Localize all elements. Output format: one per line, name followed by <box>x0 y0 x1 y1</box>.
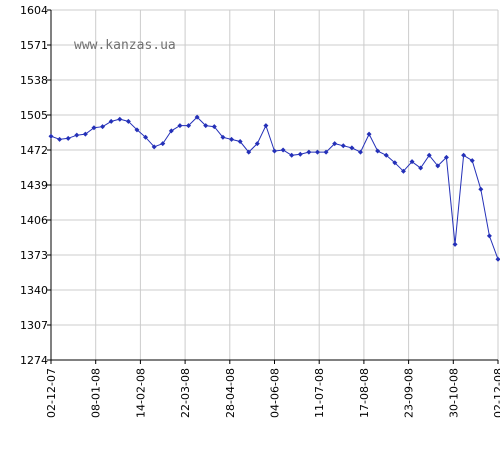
data-point <box>117 116 123 122</box>
data-point <box>289 152 295 158</box>
data-point <box>280 147 286 153</box>
data-point <box>177 123 183 129</box>
data-point <box>263 123 269 129</box>
data-point <box>211 124 217 130</box>
data-point <box>452 241 458 247</box>
x-tick-label: 30-10-08 <box>447 368 460 418</box>
data-point <box>357 149 363 155</box>
x-tick-label: 02-12-08 <box>492 368 500 418</box>
x-tick-label: 22-03-08 <box>179 368 192 418</box>
y-tick-label: 1604 <box>20 4 48 17</box>
x-tick-label: 28-04-08 <box>224 368 237 418</box>
data-point <box>194 114 200 120</box>
data-point <box>246 149 252 155</box>
x-tick-label: 14-02-08 <box>134 368 147 418</box>
data-point <box>151 144 157 150</box>
x-tick-label: 11-07-08 <box>313 368 326 418</box>
x-tick-label: 02-12-07 <box>45 368 58 418</box>
data-point <box>57 136 63 142</box>
data-point <box>469 158 475 164</box>
data-point <box>332 141 338 147</box>
data-point <box>366 131 372 137</box>
data-point <box>297 151 303 157</box>
y-tick-label: 1472 <box>20 144 48 157</box>
data-point <box>418 165 424 171</box>
data-point <box>65 135 71 141</box>
data-point <box>323 149 329 155</box>
x-tick-label: 04-06-08 <box>269 368 282 418</box>
data-point <box>409 159 415 165</box>
data-point <box>160 141 166 147</box>
y-tick-label: 1307 <box>20 319 48 332</box>
y-tick-label: 1439 <box>20 179 48 192</box>
data-point <box>375 148 381 154</box>
data-point <box>220 134 226 140</box>
data-point <box>272 148 277 154</box>
y-tick-label: 1340 <box>20 284 48 297</box>
data-point <box>237 139 243 145</box>
data-point <box>48 133 54 139</box>
x-tick-label: 08-01-08 <box>90 368 103 418</box>
data-point <box>426 152 432 158</box>
data-point <box>186 123 192 129</box>
data-point <box>495 256 500 262</box>
x-tick-label: 23-09-08 <box>403 368 416 418</box>
y-tick-label: 1373 <box>20 249 48 262</box>
data-point <box>100 124 106 130</box>
data-point <box>229 136 235 142</box>
x-tick-label: 17-08-08 <box>358 368 371 418</box>
watermark: www.kanzas.ua <box>74 38 176 53</box>
data-point <box>383 152 389 158</box>
data-point <box>125 118 131 124</box>
y-tick-label: 1406 <box>20 214 48 227</box>
data-point <box>461 152 467 158</box>
data-point <box>306 149 312 155</box>
data-point <box>74 132 80 138</box>
y-tick-label: 1538 <box>20 74 48 87</box>
data-point <box>91 125 97 131</box>
data-point <box>143 134 149 140</box>
data-point <box>314 149 320 155</box>
data-point <box>349 145 355 151</box>
data-point <box>82 131 88 137</box>
data-point <box>108 118 114 124</box>
y-tick-label: 1571 <box>20 39 48 52</box>
data-point <box>392 160 398 166</box>
x-axis-tick-labels: 02-12-07 08-01-08 14-02-08 22-03-08 28-04-08… <box>45 368 500 418</box>
data-point <box>400 168 406 174</box>
data-point <box>443 154 449 160</box>
series-0 <box>48 114 500 262</box>
data-point <box>486 233 492 239</box>
data-point <box>254 141 260 147</box>
data-point <box>203 123 209 129</box>
axes <box>47 9 499 364</box>
gridlines <box>50 9 499 361</box>
data-point <box>168 128 174 134</box>
data-point <box>435 163 441 169</box>
data-point <box>340 143 346 149</box>
y-axis-tick-labels: 1274 1307 1340 1373 1406 1439 1472 1505 1538 1571… <box>20 4 48 367</box>
data-point <box>134 127 140 133</box>
data-point <box>478 186 484 192</box>
y-tick-label: 1274 <box>20 354 48 367</box>
y-tick-label: 1505 <box>20 109 48 122</box>
